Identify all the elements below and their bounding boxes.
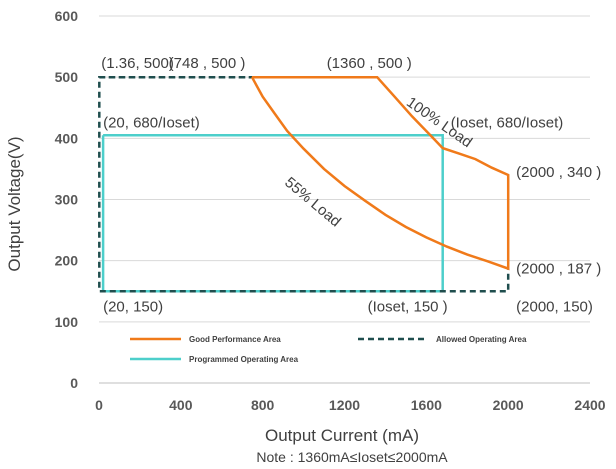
x-tick-label: 2400 xyxy=(574,397,605,413)
x-tick-label: 1600 xyxy=(411,397,442,413)
axes: 0 100 200 300 400 500 600 0 400 800 1200 1600 2000 24… xyxy=(55,8,606,413)
legend-label: Programmed Operating Area xyxy=(189,355,299,364)
annotation-label: (1360 , 500 ) xyxy=(327,55,412,72)
series-line-programmed-operating-area xyxy=(101,134,444,293)
annotation-label: 55% Load xyxy=(281,174,344,230)
series-lines xyxy=(98,75,510,293)
annotation-label: (Ioset, 150 ) xyxy=(368,298,448,315)
annotation-label: (20, 680/Ioset) xyxy=(103,114,200,131)
x-tick-label: 2000 xyxy=(493,397,524,413)
point-annotations: (1.36, 500)(748 , 500 ) (1360 , 500 ) (20,… xyxy=(101,55,601,315)
y-tick-label: 600 xyxy=(55,8,79,24)
y-axis-title: Output Voltage(V) xyxy=(5,136,24,271)
x-axis-title: Output Current (mA) xyxy=(265,426,419,445)
series-line-allowed-operating-area xyxy=(98,75,510,293)
annotation-label: (2000 , 187 ) xyxy=(516,261,601,278)
legend-label: Allowed Operating Area xyxy=(436,335,527,344)
annotation-label: (2000, 150) xyxy=(516,298,593,315)
annotation-label: (20, 150) xyxy=(103,298,163,315)
y-tick-label: 200 xyxy=(55,253,79,269)
annotation-label: (2000 , 340 ) xyxy=(516,164,601,181)
y-tick-label: 0 xyxy=(70,375,78,391)
annotation-label: (748 , 500 ) xyxy=(169,55,246,72)
annotation-label: (1.36, 500) xyxy=(101,55,174,72)
x-tick-label: 0 xyxy=(95,397,103,413)
legend: Good Performance Area Allowed Operating A… xyxy=(130,335,527,364)
chart-note: Note : 1360mA≤Ioset≤2000mA xyxy=(256,449,448,465)
annotation-label: (Ioset, 680/Ioset) xyxy=(451,114,564,131)
y-tick-label: 400 xyxy=(55,130,79,146)
series-line-good-performance-area xyxy=(250,75,510,271)
legend-label: Good Performance Area xyxy=(189,335,281,344)
y-tick-label: 100 xyxy=(55,314,79,330)
y-tick-label: 300 xyxy=(55,192,79,208)
x-tick-label: 1200 xyxy=(329,397,360,413)
y-tick-label: 500 xyxy=(55,69,79,85)
x-tick-label: 400 xyxy=(169,397,193,413)
x-tick-label: 800 xyxy=(251,397,275,413)
